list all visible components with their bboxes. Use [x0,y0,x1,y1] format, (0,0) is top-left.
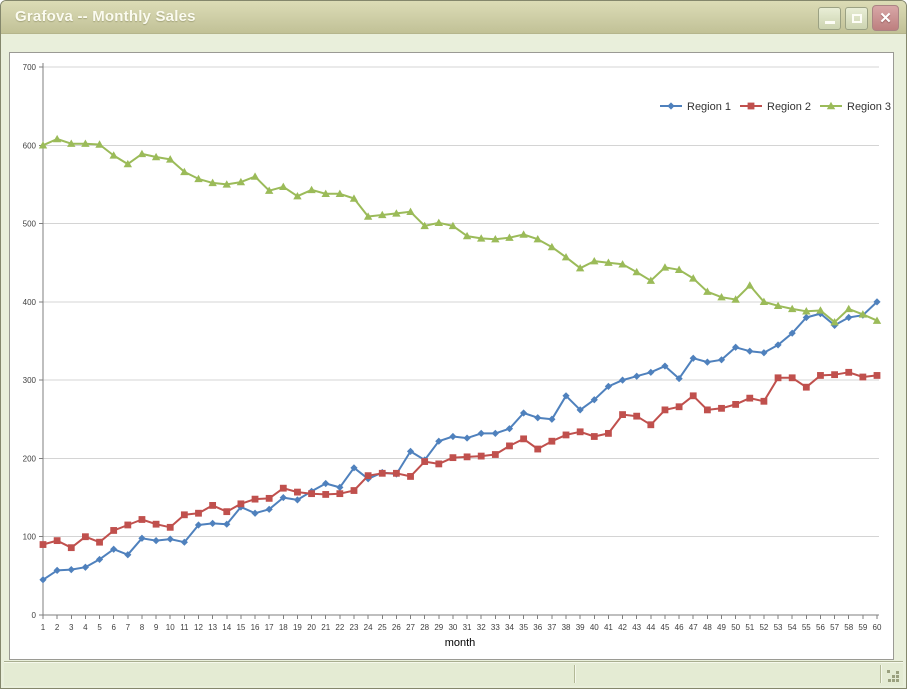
x-tick-label: 48 [703,623,712,632]
minimize-button[interactable] [818,7,841,30]
x-tick-label: 17 [265,623,274,632]
x-tick-label: 60 [873,623,882,632]
resize-grip-icon[interactable] [886,669,900,683]
x-tick-label: 27 [406,623,415,632]
x-tick-label: 33 [491,623,500,632]
x-tick-label: 55 [802,623,811,632]
x-tick-label: 43 [632,623,641,632]
x-tick-label: 10 [166,623,175,632]
series-region-2 [39,368,881,552]
y-tick-label: 600 [23,141,37,150]
x-tick-label: 19 [293,623,302,632]
status-bar [4,661,903,686]
x-tick-label: 50 [731,623,740,632]
x-tick-label: 54 [788,623,797,632]
y-tick-label: 300 [23,376,37,385]
y-tick-label: 100 [23,533,37,542]
legend-item-region-3: Region 3 [820,101,891,113]
x-tick-label: 28 [420,623,429,632]
legend-item-region-1: Region 1 [660,101,731,113]
x-tick-label: 2 [55,623,60,632]
x-tick-label: 52 [759,623,768,632]
x-tick-label: 39 [576,623,585,632]
legend: Region 1 Region 2 Region 3 [660,101,891,113]
x-tick-label: 3 [69,623,74,632]
maximize-button[interactable] [845,7,868,30]
x-tick-label: 56 [816,623,825,632]
x-tick-label: 15 [236,623,245,632]
x-tick-label: 26 [392,623,401,632]
x-tick-label: 20 [307,623,316,632]
x-tick-label: 44 [646,623,655,632]
series-region-3 [38,134,882,326]
maximize-icon [852,14,862,23]
x-tick-label: 23 [350,623,359,632]
legend-label: Region 2 [767,101,811,113]
legend-label: Region 1 [687,101,731,113]
minimize-icon [825,21,835,24]
x-tick-label: 34 [505,623,514,632]
x-tick-label: 36 [533,623,542,632]
x-tick-label: 31 [463,623,472,632]
x-tick-label: 21 [321,623,330,632]
x-tick-label: 25 [378,623,387,632]
x-tick-label: 24 [364,623,373,632]
x-axis-title: month [445,637,476,649]
x-tick-label: 13 [208,623,217,632]
x-tick-label: 4 [83,623,88,632]
x-tick-label: 30 [448,623,457,632]
x-tick-label: 51 [745,623,754,632]
legend-label: Region 3 [847,101,891,113]
statusbar-separator [880,665,881,683]
x-tick-label: 41 [604,623,613,632]
x-tick-label: 6 [111,623,116,632]
y-tick-label: 700 [23,63,37,72]
series-region-1 [39,298,881,584]
x-tick-label: 38 [562,623,571,632]
y-tick-label: 400 [23,298,37,307]
x-tick-label: 7 [126,623,131,632]
y-tick-label: 0 [32,611,37,620]
x-tick-label: 9 [154,623,159,632]
title-bar[interactable]: Grafova -- Monthly Sales ✕ [1,1,906,34]
x-tick-label: 47 [689,623,698,632]
x-tick-label: 49 [717,623,726,632]
x-tick-label: 22 [335,623,344,632]
close-button[interactable]: ✕ [872,5,899,31]
x-tick-label: 46 [675,623,684,632]
x-tick-label: 11 [180,623,189,632]
x-tick-label: 12 [194,623,203,632]
window-controls: ✕ [818,5,899,31]
x-tick-label: 45 [661,623,670,632]
statusbar-separator [574,665,575,683]
x-tick-label: 57 [830,623,839,632]
x-tick-label: 35 [519,623,528,632]
x-tick-label: 16 [251,623,260,632]
x-tick-label: 14 [222,623,231,632]
x-tick-label: 42 [618,623,627,632]
legend-item-region-2: Region 2 [740,101,811,113]
gridlines [43,66,879,538]
x-tick-label: 53 [774,623,783,632]
x-tick-label: 40 [590,623,599,632]
y-tick-label: 200 [23,454,37,463]
x-tick-label: 1 [41,623,46,632]
x-tick-label: 29 [434,623,443,632]
chart-panel: 0 100 200 300 400 500 600 700 1 2 3 4 5 6 7 8 9 10 11 12 13 1… [9,52,894,660]
x-tick-label: 32 [477,623,486,632]
x-tick-label: 59 [858,623,867,632]
x-tick-label: 37 [547,623,556,632]
x-tick-label: 18 [279,623,288,632]
x-tick-label: 8 [140,623,145,632]
y-tick-label: 500 [23,220,37,229]
x-tick-label: 58 [844,623,853,632]
x-tick-label: 5 [97,623,102,632]
window-title: Grafova -- Monthly Sales [15,8,196,25]
close-icon: ✕ [879,10,892,27]
